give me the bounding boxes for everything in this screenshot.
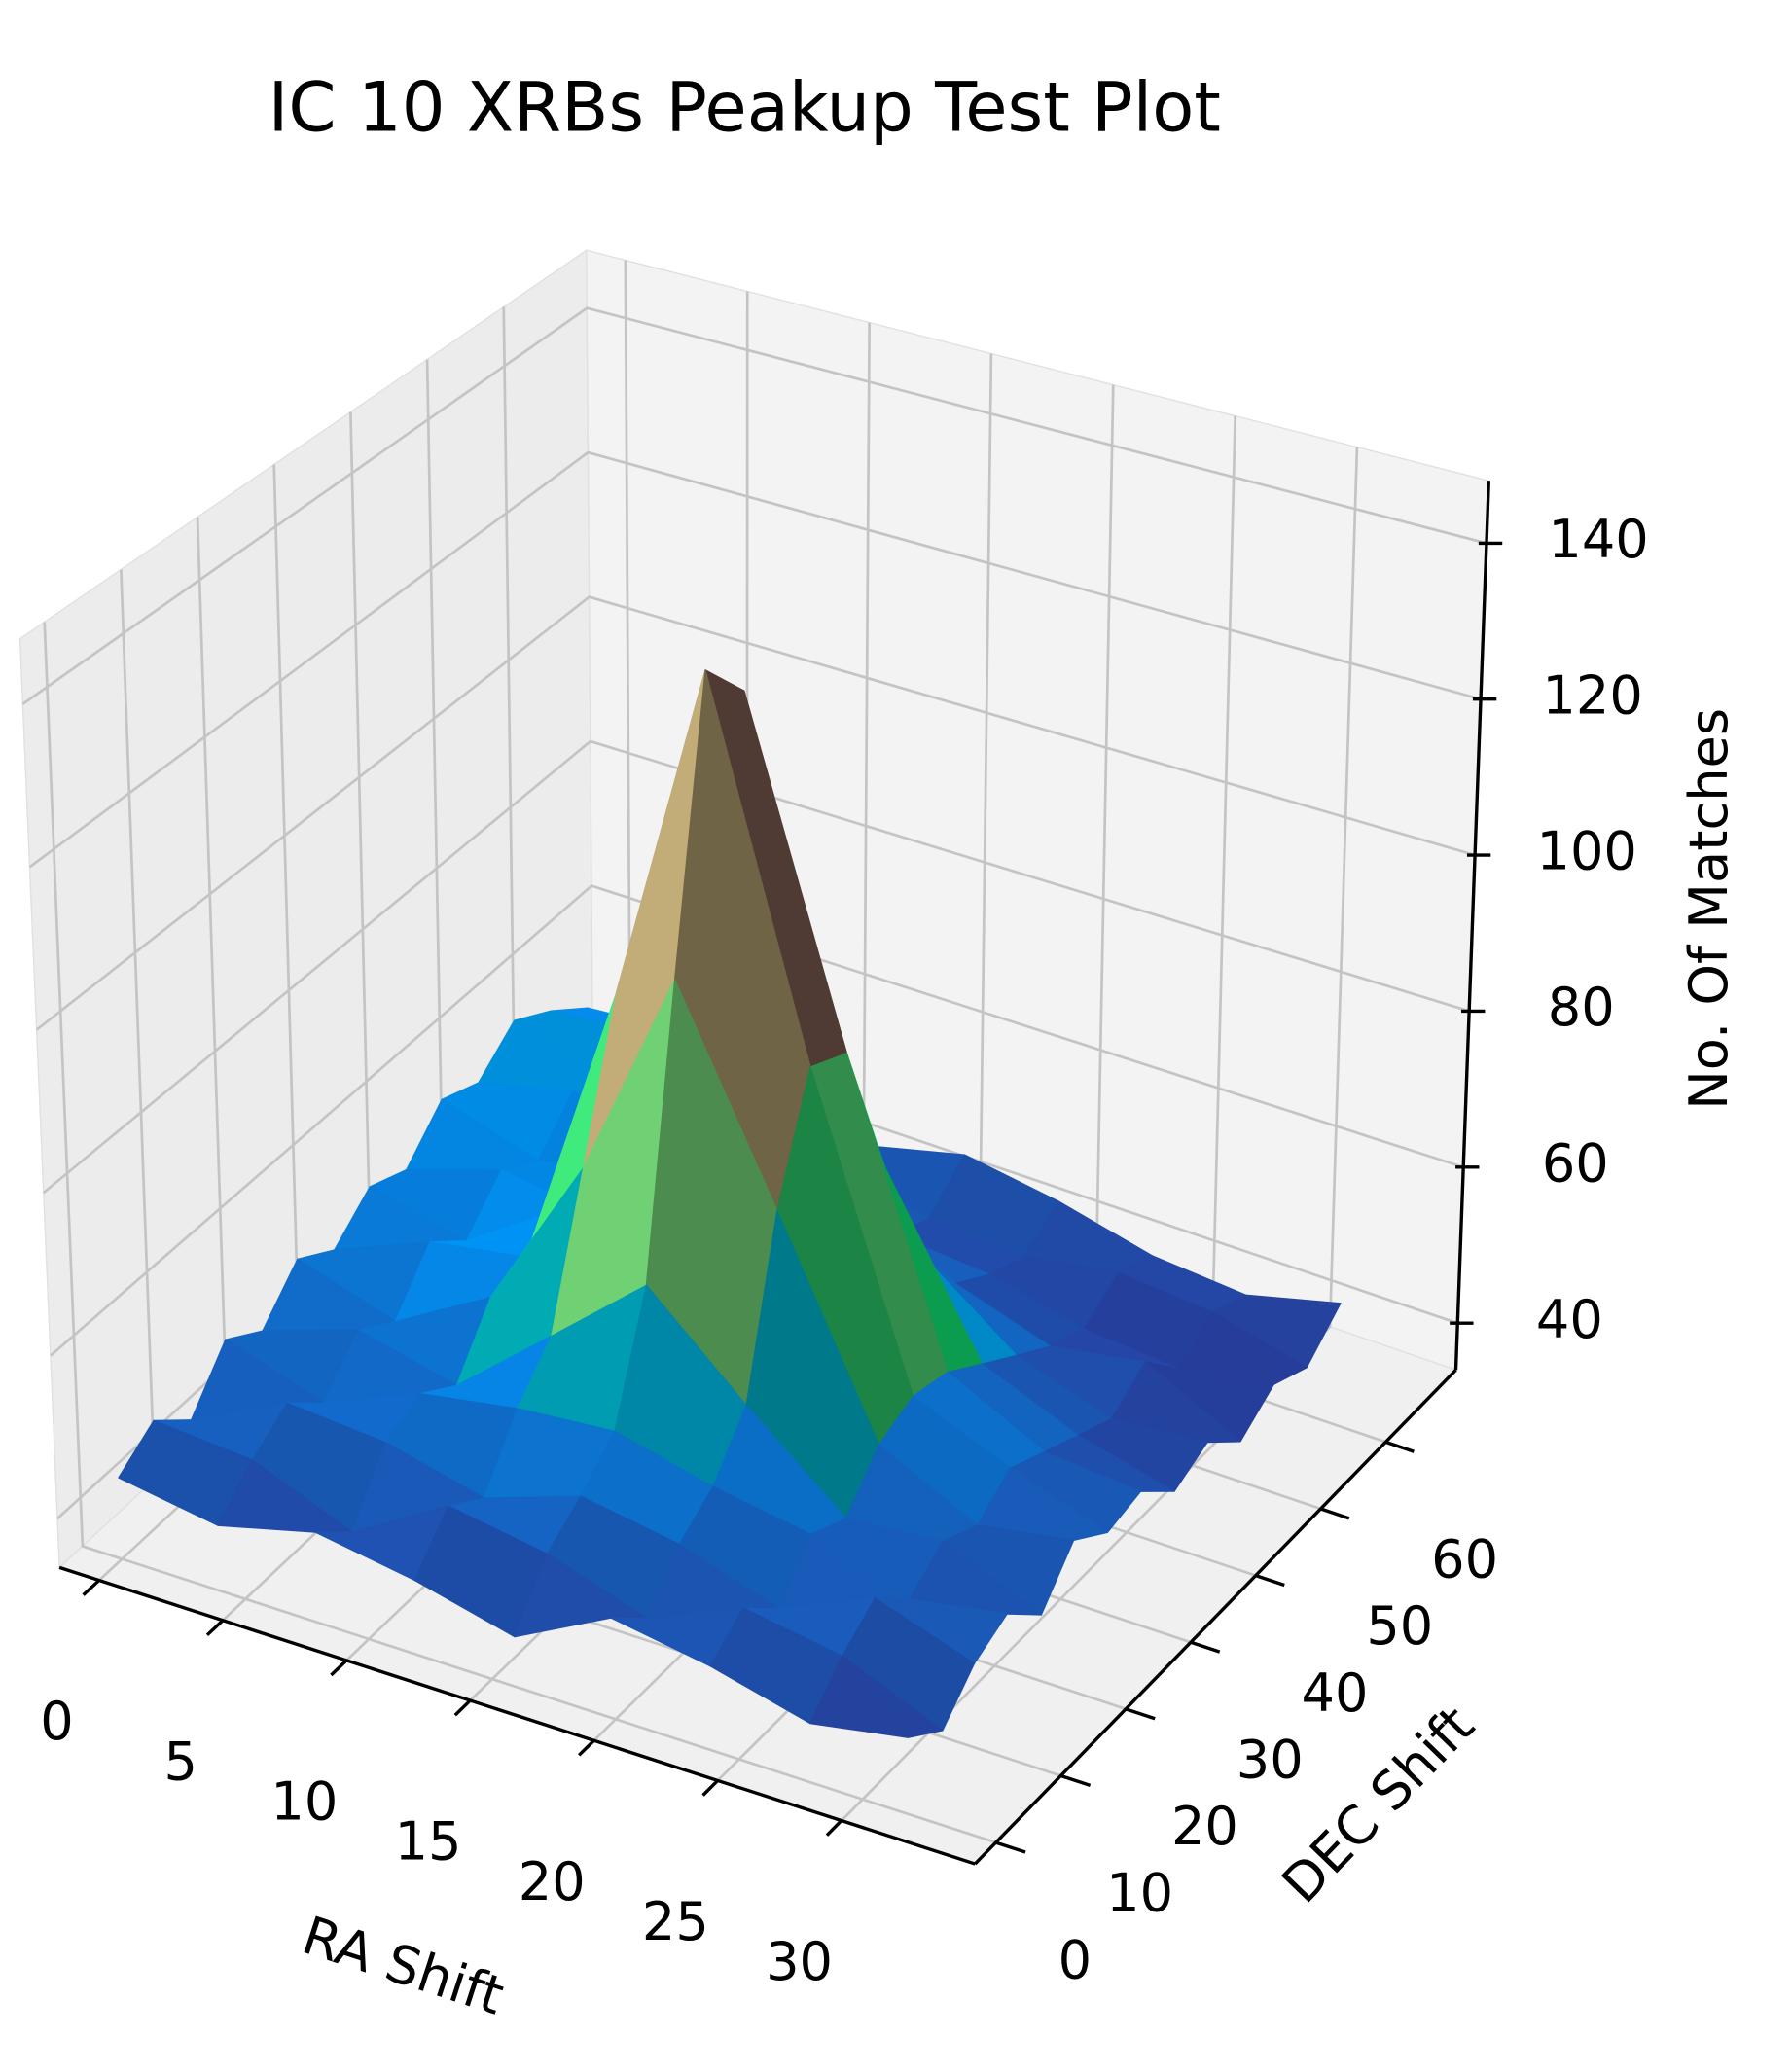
y-tick-mark — [1190, 1640, 1221, 1654]
x-tick-label: 10 — [270, 1770, 338, 1832]
grid-line — [42, 739, 1470, 1195]
x-tick-mark — [701, 1779, 719, 1797]
x-tick-mark — [577, 1739, 595, 1757]
x-tick-mark — [82, 1579, 100, 1596]
y-tick-mark — [995, 1840, 1026, 1854]
x-tick-label: 5 — [163, 1731, 197, 1792]
y-tick-label: 0 — [1058, 1929, 1092, 1990]
y-tick-mark — [1384, 1440, 1415, 1453]
z-tick-label: 60 — [1542, 1132, 1609, 1194]
z-tick-label: 80 — [1548, 977, 1615, 1038]
y-tick-label: 60 — [1431, 1529, 1498, 1590]
y-tick-label: 50 — [1366, 1595, 1433, 1657]
grid-line — [35, 595, 1476, 1031]
y-tick-label: 30 — [1236, 1729, 1304, 1790]
y-tick-label: 20 — [1171, 1796, 1238, 1857]
x-tick-mark — [205, 1619, 225, 1637]
x-tick-mark — [330, 1659, 348, 1677]
x-tick-label: 0 — [40, 1691, 73, 1752]
chart-title: IC 10 XRBs Peakup Test Plot — [269, 68, 1221, 148]
x-tick-label: 30 — [766, 1931, 833, 1992]
x-tick-label: 15 — [395, 1811, 462, 1873]
y-tick-label: 40 — [1302, 1662, 1369, 1724]
y-axis-label: DEC Shift — [1271, 1695, 1487, 1915]
z-tick-label: 100 — [1537, 821, 1637, 882]
x-tick-label: 20 — [519, 1851, 586, 1912]
x-tick-mark — [825, 1819, 843, 1837]
grid-line — [43, 622, 997, 1844]
grid-line — [840, 447, 1359, 1822]
z-tick-label: 40 — [1536, 1289, 1603, 1350]
x-tick-label: 25 — [642, 1891, 709, 1952]
grid-line — [50, 884, 1464, 1357]
grid-line — [28, 450, 1482, 869]
z-tick-label: 140 — [1548, 509, 1648, 570]
z-tick-label: 120 — [1542, 664, 1642, 726]
z-axis-line — [1453, 481, 1491, 1371]
y-axis-line — [974, 1369, 1457, 1866]
y-tick-label: 10 — [1106, 1863, 1173, 1924]
y-tick-mark — [1255, 1574, 1285, 1588]
x-tick-mark — [453, 1698, 472, 1717]
y-tick-mark — [1125, 1707, 1156, 1721]
grid-line — [21, 306, 1487, 705]
x-axis-label: RA Shift — [295, 1905, 511, 2027]
y-tick-mark — [1320, 1507, 1350, 1520]
surface-cell — [809, 1655, 944, 1738]
z-axis-label: No. Of Matches — [1678, 708, 1739, 1110]
surface — [118, 669, 1342, 1738]
x-axis-line — [58, 1565, 976, 1866]
y-tick-mark — [1059, 1773, 1092, 1787]
